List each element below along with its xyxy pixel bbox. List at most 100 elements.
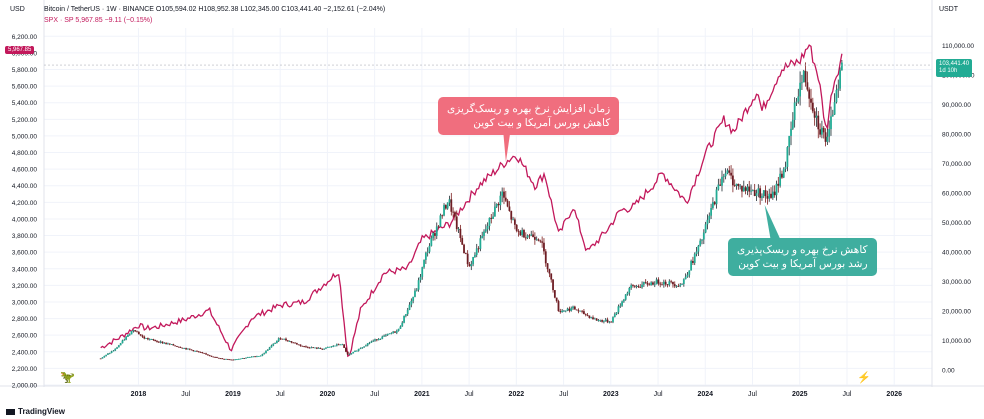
btc-candle <box>452 207 455 218</box>
btc-candle-body <box>730 172 732 176</box>
btc-candle-body <box>243 358 246 359</box>
btc-candle <box>221 358 224 360</box>
annotation-rate-hike-line2: کاهش بورس آمریکا و بیت کوین <box>473 117 611 129</box>
btc-candle-body <box>132 330 135 331</box>
btc-candle-body <box>483 231 485 237</box>
btc-candle-body <box>136 331 138 333</box>
btc-candle <box>152 338 155 341</box>
btc-candle-body <box>528 235 531 237</box>
btc-candle-body <box>177 346 180 348</box>
tradingview-brand[interactable]: TradingView <box>6 407 65 416</box>
right-tick-label: 110,000.00 <box>942 43 974 50</box>
btc-candle-body <box>439 215 442 227</box>
btc-candle-body <box>826 136 829 142</box>
btc-last-price-badge: 103,441.40 1d 10h <box>936 59 973 77</box>
btc-candle <box>361 347 364 349</box>
left-tick-label: 2,800.00 <box>12 316 38 323</box>
btc-candle <box>839 67 841 91</box>
btc-candle-body <box>539 240 542 242</box>
btc-candle-body <box>261 354 264 356</box>
btc-candle <box>784 161 787 173</box>
btc-candle <box>246 356 249 359</box>
btc-candle <box>301 345 304 347</box>
btc-candle <box>372 339 375 343</box>
btc-candle <box>810 88 812 110</box>
btc-candle <box>630 283 633 290</box>
btc-candle <box>257 355 260 357</box>
btc-candle-body <box>188 348 191 350</box>
btc-candle-body <box>622 299 625 302</box>
btc-candle <box>781 170 783 179</box>
btc-candle-body <box>157 341 160 343</box>
annotation-rate-hike[interactable]: زمان افزایش نرخ بهره و ریسک‌گریزی کاهش ب… <box>438 97 620 135</box>
btc-candle <box>241 357 244 360</box>
btc-candle-body <box>719 184 722 186</box>
btc-candle <box>424 251 427 264</box>
dinosaur-icon[interactable]: 🦖 <box>60 370 75 384</box>
btc-candle-body <box>481 236 484 239</box>
btc-candle-body <box>584 314 587 315</box>
btc-candle-body <box>781 173 783 178</box>
btc-candle <box>779 167 782 188</box>
btc-legend[interactable]: Bitcoin / TetherUS · 1W · BINANCE O105,5… <box>44 6 386 13</box>
x-tick-label: 2021 <box>414 391 430 398</box>
btc-candle <box>414 288 416 298</box>
btc-candle-body <box>216 357 218 358</box>
btc-candle-body <box>592 317 594 320</box>
x-tick-label: Jul <box>748 391 757 398</box>
btc-candle-body <box>479 238 482 249</box>
btc-candle-body <box>644 282 647 283</box>
btc-candle <box>228 359 231 361</box>
btc-candle <box>504 190 507 202</box>
btc-candle <box>312 347 315 349</box>
btc-candle <box>748 180 751 198</box>
btc-candle-body <box>664 281 667 285</box>
btc-candle <box>203 352 206 354</box>
spx-legend[interactable]: SPX · SP 5,967.85 −9.11 (−0.15%) <box>44 17 153 24</box>
btc-candle <box>154 339 157 342</box>
btc-candle-body <box>521 230 524 236</box>
btc-candle-body <box>317 347 320 349</box>
btc-candle <box>219 357 222 360</box>
btc-candle-body <box>370 341 373 343</box>
btc-candle <box>679 283 682 288</box>
btc-candle-body <box>208 355 211 357</box>
left-axis-unit[interactable]: USD <box>10 6 25 13</box>
btc-candle-body <box>423 259 425 268</box>
btc-candle <box>105 354 108 357</box>
btc-candle-body <box>170 344 173 345</box>
btc-candle-body <box>283 338 286 340</box>
btc-candle <box>773 185 776 198</box>
x-tick-label: Jul <box>843 391 852 398</box>
btc-candle <box>412 296 415 304</box>
btc-candle-body <box>708 215 711 220</box>
right-axis-unit[interactable]: USDT <box>938 6 958 13</box>
btc-candle <box>731 168 734 193</box>
left-tick-label: 5,800.00 <box>12 67 38 74</box>
btc-candle <box>733 179 736 187</box>
annotation-rate-cut[interactable]: کاهش نرخ بهره و ریسک‌پذیری رشد بورس آمری… <box>728 238 877 276</box>
btc-candle <box>286 339 289 342</box>
btc-candle <box>305 345 307 348</box>
btc-candle <box>156 339 158 343</box>
btc-candle <box>501 187 504 203</box>
btc-candle-body <box>228 359 231 361</box>
btc-candle-body <box>712 202 714 209</box>
btc-candle-body <box>744 187 747 191</box>
btc-candle-body <box>285 338 287 341</box>
right-tick-label: 60,000.00 <box>942 191 971 198</box>
btc-candle <box>662 279 665 288</box>
btc-candle-body <box>706 219 709 225</box>
btc-candle-body <box>450 199 453 212</box>
btc-candle <box>107 352 109 355</box>
btc-candle-body <box>150 339 153 340</box>
btc-candle-body <box>791 119 794 129</box>
btc-candle <box>397 328 400 332</box>
lightning-icon[interactable]: ⚡ <box>857 372 871 384</box>
btc-candle-body <box>682 279 685 285</box>
btc-candle-body <box>839 70 841 89</box>
btc-candle <box>435 222 438 240</box>
btc-candle-body <box>326 347 329 348</box>
btc-candle <box>252 356 255 358</box>
